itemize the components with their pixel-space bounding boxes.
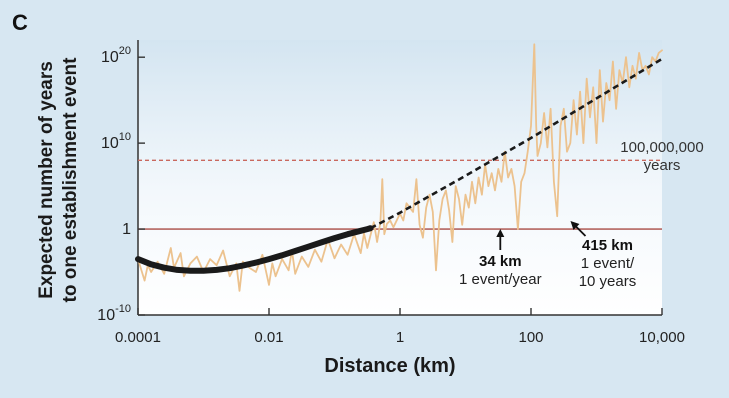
y-tick-label-3: 1 [122, 221, 131, 238]
x-tick-label-1: 0.0001 [115, 329, 161, 346]
annotation-years-line2: years [644, 157, 681, 174]
x-tick-label-3: 1 [396, 329, 404, 346]
y-tick-label-1: 1020 [101, 45, 131, 66]
annotation-415km-line1: 1 event/ [581, 255, 635, 272]
annotation-34km-line1: 1 event/year [459, 271, 542, 288]
annotation-34km-title: 34 km [479, 253, 522, 270]
annotation-415km-title: 415 km [582, 237, 633, 254]
y-tick-label-2: 1010 [101, 131, 131, 152]
panel-label: C [12, 10, 28, 35]
series-3-dashed-line [369, 57, 663, 230]
y-axis-label-line1: Expected number of years [36, 61, 57, 299]
annotation-415km-arrowhead [570, 221, 580, 230]
annotation-years-line1: 100,000,000 [620, 139, 703, 156]
y-tick-label-4: 10-10 [97, 303, 131, 324]
x-axis-label: Distance (km) [324, 355, 455, 377]
annotation-415km-line2: 10 years [579, 273, 637, 290]
x-tick-label-5: 10,000 [639, 329, 685, 346]
x-tick-label-2: 0.01 [254, 329, 283, 346]
y-axis-label-line2: to one establishment event [60, 57, 81, 303]
x-tick-label-4: 100 [518, 329, 543, 346]
series-1-noisy-line [137, 43, 663, 292]
annotation-34km-arrowhead [496, 229, 505, 237]
series-2-solid-thick-line [135, 225, 374, 274]
